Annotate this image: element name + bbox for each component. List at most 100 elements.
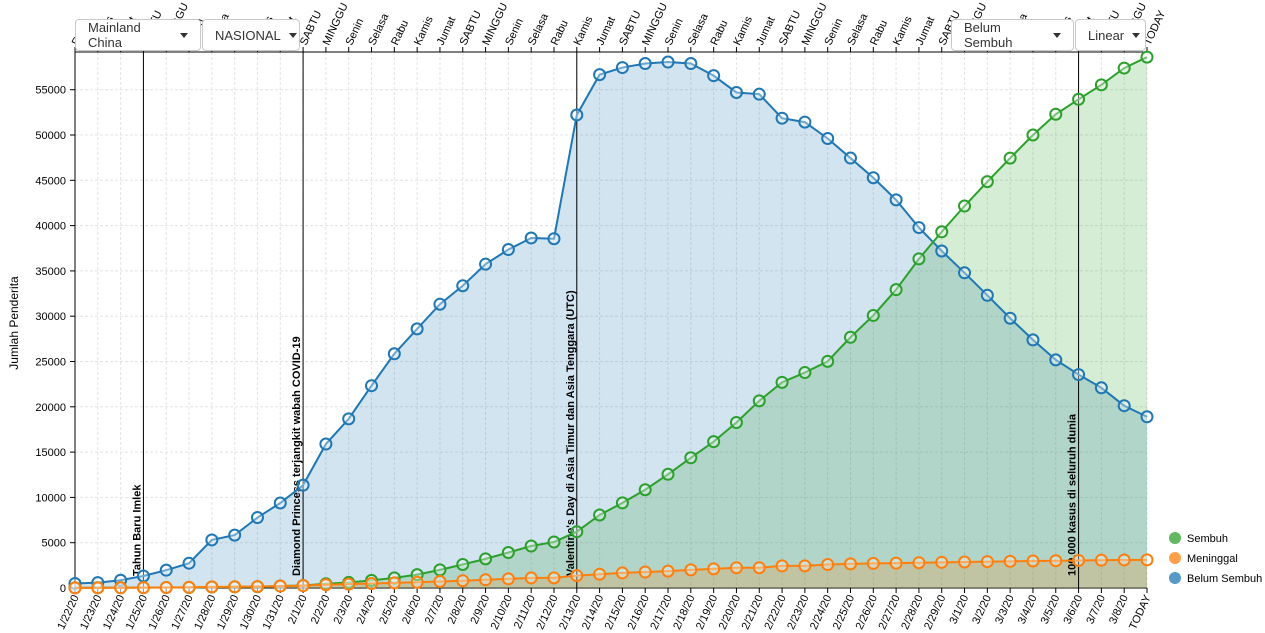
data-point-recovered	[935, 225, 949, 239]
data-point-deaths	[387, 576, 401, 590]
data-point-active	[433, 297, 447, 311]
x-tick-label: 2/3/20	[332, 593, 356, 626]
x-top-tick-label: Selasa	[526, 11, 551, 47]
data-point-recovered	[821, 354, 835, 368]
area-active	[75, 62, 1147, 589]
area-recovered	[75, 57, 1147, 589]
data-point-recovered	[707, 435, 721, 449]
annotation-label: Tahun Baru Imlek	[131, 484, 143, 576]
data-point-active	[729, 85, 743, 99]
x-top-tick-label: Jumat	[435, 15, 459, 47]
data-point-active	[912, 221, 926, 235]
annotation-label: Diamond Princess terjangkit wabah COVID-…	[291, 336, 303, 576]
data-point-deaths	[410, 575, 424, 589]
x-top-tick-label: Kamis	[412, 14, 436, 47]
legend-swatch	[1169, 572, 1181, 584]
y-tick-label: 45000	[35, 175, 66, 187]
data-point-recovered	[958, 199, 972, 213]
data-point-active	[1003, 311, 1017, 325]
chevron-down-icon	[1053, 32, 1061, 38]
x-tick-label: 2/29/20	[922, 593, 948, 631]
data-point-deaths	[479, 573, 493, 587]
data-point-recovered	[570, 525, 584, 539]
data-point-recovered	[1140, 50, 1154, 64]
x-tick-label: 3/6/20	[1061, 593, 1085, 626]
data-point-active	[1072, 368, 1086, 382]
x-tick-label: 3/8/20	[1107, 593, 1131, 626]
legend-swatch	[1169, 532, 1181, 544]
x-tick-label: 3/4/20	[1016, 593, 1040, 626]
data-point-recovered	[433, 563, 447, 577]
data-point-deaths	[684, 563, 698, 577]
data-point-recovered	[479, 552, 493, 566]
data-point-deaths	[1072, 553, 1086, 567]
annotations: Tahun Baru Imlek Diamond Princess terjang…	[131, 52, 1080, 588]
x-top-tick-label: Kamis	[731, 14, 755, 47]
data-point-deaths	[707, 562, 721, 576]
data-point-deaths	[501, 572, 515, 586]
y-tick-label: 15000	[35, 447, 66, 459]
data-point-deaths	[615, 566, 629, 580]
data-point-active	[707, 69, 721, 83]
data-point-deaths	[980, 555, 994, 569]
y-tick-label: 30000	[35, 311, 66, 323]
data-point-active	[889, 193, 903, 207]
data-point-active	[752, 87, 766, 101]
annotation-label: 100.000 kasus di seluruh dunia	[1067, 413, 1079, 576]
data-point-deaths	[729, 561, 743, 575]
x-tick-label: TODAY	[1127, 593, 1154, 632]
data-point-deaths	[228, 580, 242, 594]
legend: Sembuh Meninggal Belum Sembuh	[1169, 532, 1262, 585]
metric-dropdown[interactable]: Belum Sembuh	[951, 19, 1074, 51]
line-deaths	[74, 558, 1148, 589]
scale-dropdown[interactable]: Linear	[1075, 19, 1146, 51]
data-point-recovered	[980, 175, 994, 189]
data-point-active	[410, 322, 424, 336]
y-tick-label: 35000	[35, 266, 66, 278]
x-top-tick-label: Rabu	[549, 18, 571, 47]
x-tick-label: 1/31/20	[261, 593, 287, 631]
data-point-recovered	[1026, 128, 1040, 142]
x-top-tick-label: Senin	[344, 17, 367, 48]
x-tick-label: 3/7/20	[1084, 593, 1108, 626]
region-dropdown-label: Mainland China	[88, 20, 141, 50]
chevron-down-icon	[180, 32, 188, 38]
data-point-active	[684, 57, 698, 71]
scale-dropdown-label: Linear	[1088, 27, 1125, 43]
region-dropdown[interactable]: Mainland China	[75, 19, 201, 51]
data-point-deaths	[136, 581, 150, 595]
data-point-deaths	[866, 556, 880, 570]
data-point-deaths	[752, 561, 766, 575]
data-point-active	[365, 379, 379, 393]
data-point-deaths	[319, 578, 333, 592]
data-point-active	[456, 279, 470, 293]
data-point-deaths	[843, 557, 857, 571]
data-point-active	[342, 412, 356, 426]
data-point-active	[250, 511, 264, 525]
x-tick-label: 2/5/20	[377, 593, 401, 626]
data-point-deaths	[638, 565, 652, 579]
data-point-active	[843, 151, 857, 165]
data-point-deaths	[775, 559, 789, 573]
data-point-deaths	[798, 559, 812, 573]
data-point-deaths	[342, 577, 356, 591]
data-point-active	[136, 569, 150, 583]
data-point-deaths	[273, 579, 287, 593]
data-point-active	[182, 556, 196, 570]
y-tick-label: 5000	[42, 538, 66, 550]
y-tick-label: 50000	[35, 130, 66, 142]
data-point-deaths	[365, 577, 379, 591]
data-point-deaths	[912, 556, 926, 570]
data-point-recovered	[456, 557, 470, 571]
x-tick-label: 2/7/20	[423, 593, 447, 626]
data-point-deaths	[159, 580, 173, 594]
x-tick-label: 2/4/20	[354, 593, 378, 626]
data-point-active	[638, 57, 652, 71]
data-point-active	[319, 437, 333, 451]
data-point-recovered	[1072, 92, 1086, 106]
scope-dropdown[interactable]: NASIONAL	[202, 19, 300, 51]
data-point-active	[387, 347, 401, 361]
data-point-deaths	[1140, 553, 1154, 567]
data-point-active	[866, 171, 880, 185]
data-point-recovered	[661, 467, 675, 481]
